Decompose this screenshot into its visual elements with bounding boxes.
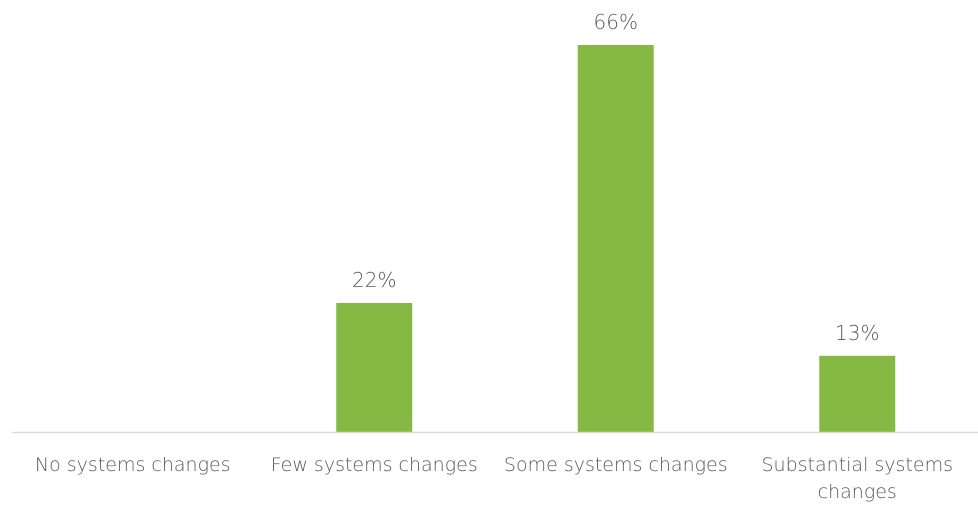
category-label-3: Some systems changes xyxy=(504,454,728,476)
data-label-4: 13% xyxy=(835,321,879,345)
value-labels-layer: 22% 66% 13% xyxy=(352,10,879,345)
category-label-2: Few systems changes xyxy=(271,454,478,476)
bars-layer xyxy=(336,45,896,432)
data-label-2: 22% xyxy=(352,268,396,292)
data-label-3: 66% xyxy=(594,10,638,34)
bar-2 xyxy=(336,303,413,432)
category-labels-layer: No systems changes Few systems changes Som… xyxy=(35,454,953,503)
category-label-4: Substantial systems changes xyxy=(762,454,953,503)
bar-4 xyxy=(819,355,896,432)
category-label-1: No systems changes xyxy=(35,454,231,476)
bar-3 xyxy=(577,45,654,432)
